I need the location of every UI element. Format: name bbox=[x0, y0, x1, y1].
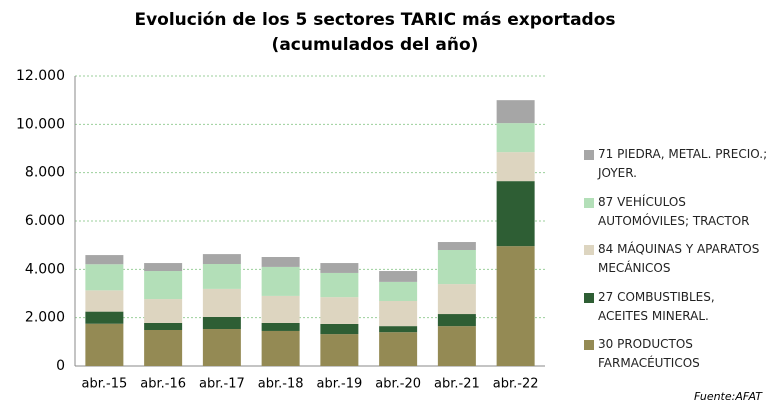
bar-segment bbox=[379, 300, 418, 327]
bar-segment bbox=[261, 257, 300, 267]
bar-segment bbox=[261, 295, 300, 323]
bar-segment bbox=[144, 329, 183, 366]
bar-segment bbox=[496, 181, 535, 247]
bar-segment bbox=[437, 314, 476, 327]
y-tick-label: 10.000 bbox=[16, 116, 65, 132]
bar-segment bbox=[85, 311, 124, 324]
x-tick-label: abr.-17 bbox=[199, 377, 245, 392]
bar-segment bbox=[85, 264, 124, 291]
bar-segment bbox=[379, 271, 418, 282]
y-tick-label: 12.000 bbox=[16, 68, 65, 84]
bar-segment bbox=[85, 255, 124, 265]
y-tick-label: 2.000 bbox=[25, 310, 65, 326]
y-tick-label: 8.000 bbox=[25, 165, 65, 181]
bar-segment bbox=[437, 242, 476, 250]
bar-segment bbox=[202, 254, 241, 265]
bar-segment bbox=[144, 299, 183, 323]
bar-segment bbox=[202, 316, 241, 330]
source: Fuente:AFAT bbox=[694, 390, 763, 403]
legend-label: 27 COMBUSTIBLES, ACEITES MINERAL. bbox=[598, 289, 715, 323]
x-tick-label: abr.-21 bbox=[434, 377, 480, 392]
legend-swatch bbox=[584, 245, 594, 255]
y-tick-label: 0 bbox=[56, 358, 65, 374]
bar-segment bbox=[85, 290, 124, 312]
x-tick-label: abr.-20 bbox=[375, 377, 421, 392]
legend-swatch bbox=[584, 150, 594, 160]
bar-segment bbox=[144, 271, 183, 300]
bar-segment bbox=[261, 266, 300, 296]
chart-title: Evolución de los 5 sectores TARIC más ex… bbox=[134, 10, 615, 30]
bar-segment bbox=[437, 284, 476, 315]
bar-segment bbox=[202, 264, 241, 289]
bar-segment bbox=[261, 330, 300, 366]
bar-segment bbox=[144, 263, 183, 272]
legend-label: 30 PRODUCTOS FARMACÉUTICOS bbox=[598, 337, 700, 370]
bar-segment bbox=[144, 322, 183, 330]
legend-label: 84 MÁQUINAS Y APARATOS MECÁNICOS bbox=[598, 242, 760, 275]
legend-swatch bbox=[584, 340, 594, 350]
legend-swatch bbox=[584, 197, 594, 208]
bar-segment bbox=[379, 332, 418, 366]
bar-segment bbox=[379, 326, 418, 333]
bar-segment bbox=[202, 329, 241, 366]
y-tick-label: 6.000 bbox=[25, 213, 65, 229]
bar-segment bbox=[320, 323, 359, 335]
bar-segment bbox=[437, 326, 476, 366]
chart-title: (acumulados del año) bbox=[272, 35, 479, 55]
bar-segment bbox=[496, 152, 535, 182]
legend-label: 71 PIEDRA, METAL. PRECIO.; JOYER. bbox=[598, 147, 768, 180]
bar-segment bbox=[437, 250, 476, 285]
bar-segment bbox=[85, 323, 124, 366]
x-tick-label: abr.-22 bbox=[493, 377, 539, 392]
bar-segment bbox=[261, 322, 300, 331]
x-tick-label: abr.-15 bbox=[82, 377, 128, 392]
x-tick-label: abr.-16 bbox=[140, 377, 186, 392]
bar-segment bbox=[496, 123, 535, 153]
legend-label: 87 VEHÍCULOS AUTOMÓVILES; TRACTOR bbox=[598, 194, 750, 228]
bar-segment bbox=[496, 100, 535, 124]
x-tick-label: abr.-19 bbox=[317, 377, 363, 392]
bar-segment bbox=[496, 246, 535, 366]
y-tick-label: 4.000 bbox=[25, 261, 65, 277]
legend-swatch bbox=[584, 292, 594, 303]
x-tick-label: abr.-18 bbox=[258, 377, 304, 392]
bar-segment bbox=[320, 263, 359, 273]
bar-segment bbox=[320, 334, 359, 366]
bar-segment bbox=[320, 297, 359, 324]
bar-segment bbox=[320, 272, 359, 298]
bar-segment bbox=[379, 281, 418, 301]
bar-segment bbox=[202, 288, 241, 317]
